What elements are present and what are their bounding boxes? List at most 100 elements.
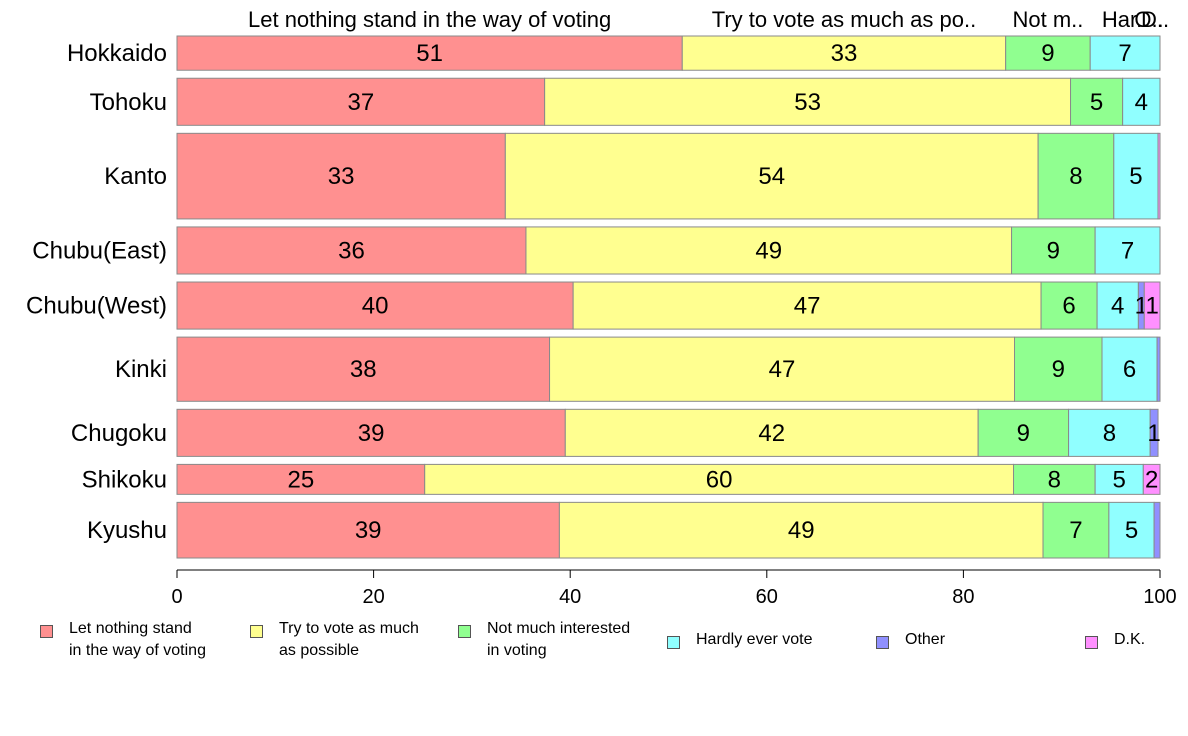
bar-chugoku-hardly-ever-vote — [1068, 408, 1151, 457]
data-label: 39 — [355, 517, 382, 544]
bar-kinki-hardly-ever-vote — [1101, 336, 1158, 402]
bar-kinki-let-nothing-stand-in-the-way-of-voting — [176, 336, 551, 402]
bar-hokkaido-hardly-ever-vote — [1089, 35, 1161, 71]
series-top-label: O.. — [1134, 7, 1163, 32]
stacked-bar-chart: Let nothing stand in the way of voting Tr… — [26, 7, 1177, 608]
category-label-chubu-west: Chubu(West) — [26, 293, 167, 320]
data-label: 6 — [1062, 293, 1075, 320]
legend-swatch — [458, 625, 471, 638]
data-label: 53 — [794, 89, 821, 116]
bar-hokkaido-let-nothing-stand-in-the-way-of-voting — [176, 35, 683, 71]
data-label: 8 — [1069, 163, 1082, 190]
bar-chugoku-try-to-vote-as-much-as-possible — [564, 408, 979, 457]
bar-chubu-east-try-to-vote-as-much-as-possible — [525, 226, 1013, 275]
data-label: 2 — [1145, 466, 1158, 493]
legend-swatch — [876, 636, 889, 649]
bar-tohoku-let-nothing-stand-in-the-way-of-voting — [176, 77, 546, 126]
data-label: 51 — [416, 40, 443, 67]
bar-kyushu-hardly-ever-vote — [1108, 501, 1155, 559]
legend-item-d-k: D.K. — [1085, 629, 1145, 651]
bar-chubu-east-let-nothing-stand-in-the-way-of-voting — [176, 226, 527, 275]
category-label-kanto: Kanto — [104, 163, 167, 190]
data-label: 60 — [706, 466, 733, 493]
x-tick-label: 60 — [756, 586, 778, 608]
data-label: 38 — [350, 356, 377, 383]
x-axis: 0 20 40 60 80 100 — [171, 569, 1177, 608]
data-label: 4 — [1135, 89, 1148, 116]
legend-item-not-much-interested-in-voting: Not much interested in voting — [458, 618, 630, 662]
bar-kanto-d-k — [1157, 132, 1161, 220]
category-label-kyushu: Kyushu — [87, 517, 167, 544]
series-top-label: Har.. — [1102, 7, 1148, 32]
series-top-label: Not m.. — [1012, 7, 1083, 32]
data-label: 8 — [1103, 420, 1116, 447]
bar-chugoku-let-nothing-stand-in-the-way-of-voting — [176, 408, 566, 457]
bar-chubu-west-try-to-vote-as-much-as-possible — [572, 281, 1042, 330]
bar-kanto-try-to-vote-as-much-as-possible — [504, 132, 1039, 220]
data-label: 25 — [288, 466, 315, 493]
legend-label: Not much interested in voting — [487, 620, 631, 659]
bar-tohoku-try-to-vote-as-much-as-possible — [544, 77, 1072, 126]
legend-item-let-nothing-stand-in-the-way-of-voting: Let nothing stand in the way of voting — [40, 618, 206, 662]
data-label: 33 — [328, 163, 355, 190]
bar-shikoku-try-to-vote-as-much-as-possible — [424, 463, 1015, 495]
series-top-label: D.. — [1141, 7, 1169, 32]
bar-kyushu-let-nothing-stand-in-the-way-of-voting — [176, 501, 560, 559]
bar-tohoku-not-much-interested-in-voting — [1070, 77, 1124, 126]
data-label: 42 — [758, 420, 785, 447]
legend-item-try-to-vote-as-much-as-possible: Try to vote as much as possible — [250, 618, 419, 662]
bar-shikoku-let-nothing-stand-in-the-way-of-voting — [176, 463, 426, 495]
data-label: 7 — [1121, 237, 1134, 264]
legend-swatch — [250, 625, 263, 638]
data-label: 7 — [1118, 40, 1131, 67]
data-label: 1 — [1145, 293, 1158, 320]
legend-label: D.K. — [1114, 631, 1146, 648]
bar-chugoku-other — [1149, 408, 1159, 457]
x-tick-label: 0 — [171, 586, 182, 608]
data-label: 36 — [338, 237, 365, 264]
category-label-hokkaido: Hokkaido — [67, 40, 167, 67]
series-top-label: Let nothing stand in the way of voting — [248, 7, 611, 32]
legend-swatch — [667, 636, 680, 649]
data-label: 49 — [788, 517, 815, 544]
bar-chubu-west-let-nothing-stand-in-the-way-of-voting — [176, 281, 574, 330]
data-label: 54 — [758, 163, 785, 190]
bar-kyushu-not-much-interested-in-voting — [1042, 501, 1110, 559]
bar-kanto-let-nothing-stand-in-the-way-of-voting — [176, 132, 506, 220]
data-label: 40 — [362, 293, 389, 320]
legend-label: Let nothing stand in the way of voting — [69, 620, 206, 659]
data-label: 49 — [755, 237, 782, 264]
data-label: 47 — [794, 293, 821, 320]
data-label: 6 — [1123, 356, 1136, 383]
data-label: 33 — [831, 40, 858, 67]
data-label: 4 — [1111, 293, 1124, 320]
bar-kinki-other — [1156, 336, 1161, 402]
data-label: 1 — [1147, 420, 1160, 447]
bar-shikoku-d-k — [1142, 463, 1161, 495]
bar-kyushu-try-to-vote-as-much-as-possible — [558, 501, 1044, 559]
legend-swatch — [40, 625, 53, 638]
data-label: 9 — [1041, 40, 1054, 67]
category-labels: Hokkaido Tohoku Kanto Chubu(East) Chubu(West… — [26, 40, 167, 544]
x-tick-label: 80 — [952, 586, 974, 608]
category-label-shikoku: Shikoku — [82, 466, 167, 493]
data-label: 9 — [1052, 356, 1065, 383]
legend-label: Hardly ever vote — [696, 631, 813, 648]
bar-shikoku-not-much-interested-in-voting — [1013, 463, 1096, 495]
bar-chugoku-not-much-interested-in-voting — [977, 408, 1070, 457]
data-label: 8 — [1048, 466, 1061, 493]
data-label: 9 — [1017, 420, 1030, 447]
data-label: 7 — [1069, 517, 1082, 544]
data-label: 37 — [347, 89, 374, 116]
data-label: 5 — [1090, 89, 1103, 116]
category-label-chubu-east: Chubu(East) — [32, 237, 167, 264]
legend: Let nothing stand in the way of voting Tr… — [0, 618, 1188, 678]
data-label: 47 — [769, 356, 796, 383]
bar-tohoku-hardly-ever-vote — [1122, 77, 1161, 126]
legend-item-hardly-ever-vote: Hardly ever vote — [667, 629, 813, 651]
data-label: 5 — [1125, 517, 1138, 544]
series-top-labels: Let nothing stand in the way of voting Tr… — [248, 7, 1169, 32]
data-label: 9 — [1047, 237, 1060, 264]
category-label-chugoku: Chugoku — [71, 420, 167, 447]
